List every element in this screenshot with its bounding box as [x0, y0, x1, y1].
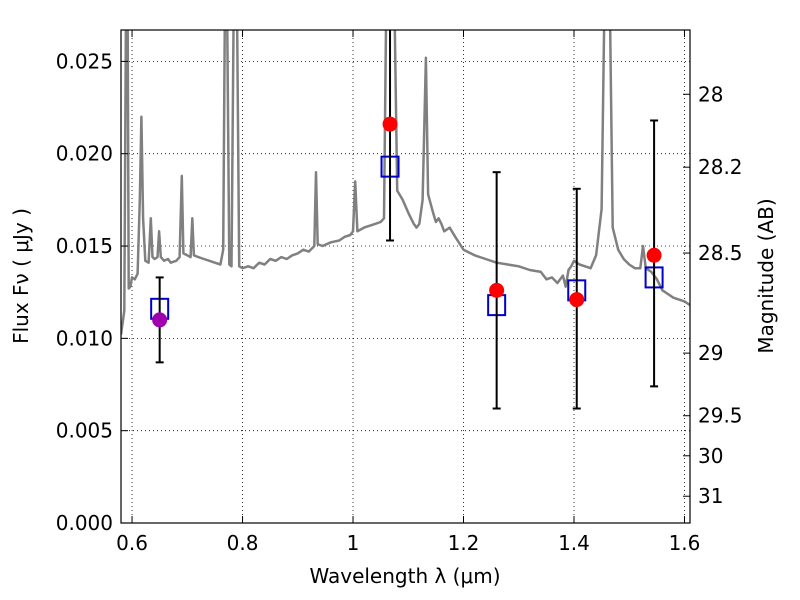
x-tick-label: 0.6 — [116, 531, 148, 555]
y-tick-label: 0.015 — [56, 234, 113, 258]
right-tick-label: 30 — [698, 444, 723, 468]
y-tick-label: 0.020 — [56, 142, 113, 166]
plot-area — [121, 30, 690, 410]
right-tick-label: 28.5 — [698, 241, 743, 265]
right-tick-label: 29 — [698, 341, 723, 365]
y-tick-label: 0.025 — [56, 49, 113, 73]
x-tick-label: 1 — [347, 531, 360, 555]
right-tick-label: 31 — [698, 484, 723, 508]
y-tick-label: 0.005 — [56, 419, 113, 443]
observed-flux-marker — [569, 292, 585, 308]
observed-flux-marker — [382, 116, 398, 132]
plot-frame — [120, 29, 691, 524]
right-tick-label: 29.5 — [698, 404, 743, 428]
right-tick-label: 28.2 — [698, 155, 743, 179]
observed-flux-marker — [152, 312, 168, 328]
right-axis-label: Magnitude (AB) — [754, 198, 778, 353]
spectrum-line — [121, 30, 690, 335]
y-tick-label: 0.010 — [56, 326, 113, 350]
x-tick-label: 0.8 — [227, 531, 259, 555]
axes: 0.6 0.8 1 1.2 1.4 1.6 0.000 0.005 0.010 0.015 0.02… — [56, 30, 743, 555]
x-tick-label: 1.2 — [448, 531, 480, 555]
y-tick-label: 0.000 — [56, 511, 113, 535]
observed-flux-marker — [646, 247, 662, 263]
x-tick-label: 1.4 — [558, 531, 590, 555]
observed-flux-marker — [489, 282, 505, 298]
right-tick-label: 28 — [698, 82, 723, 106]
x-axis-label: Wavelength λ (μm) — [309, 564, 500, 588]
x-tick-label: 1.6 — [669, 531, 701, 555]
y-axis-label: Flux Fν ( μJy ) — [9, 208, 33, 344]
grid — [121, 30, 690, 524]
